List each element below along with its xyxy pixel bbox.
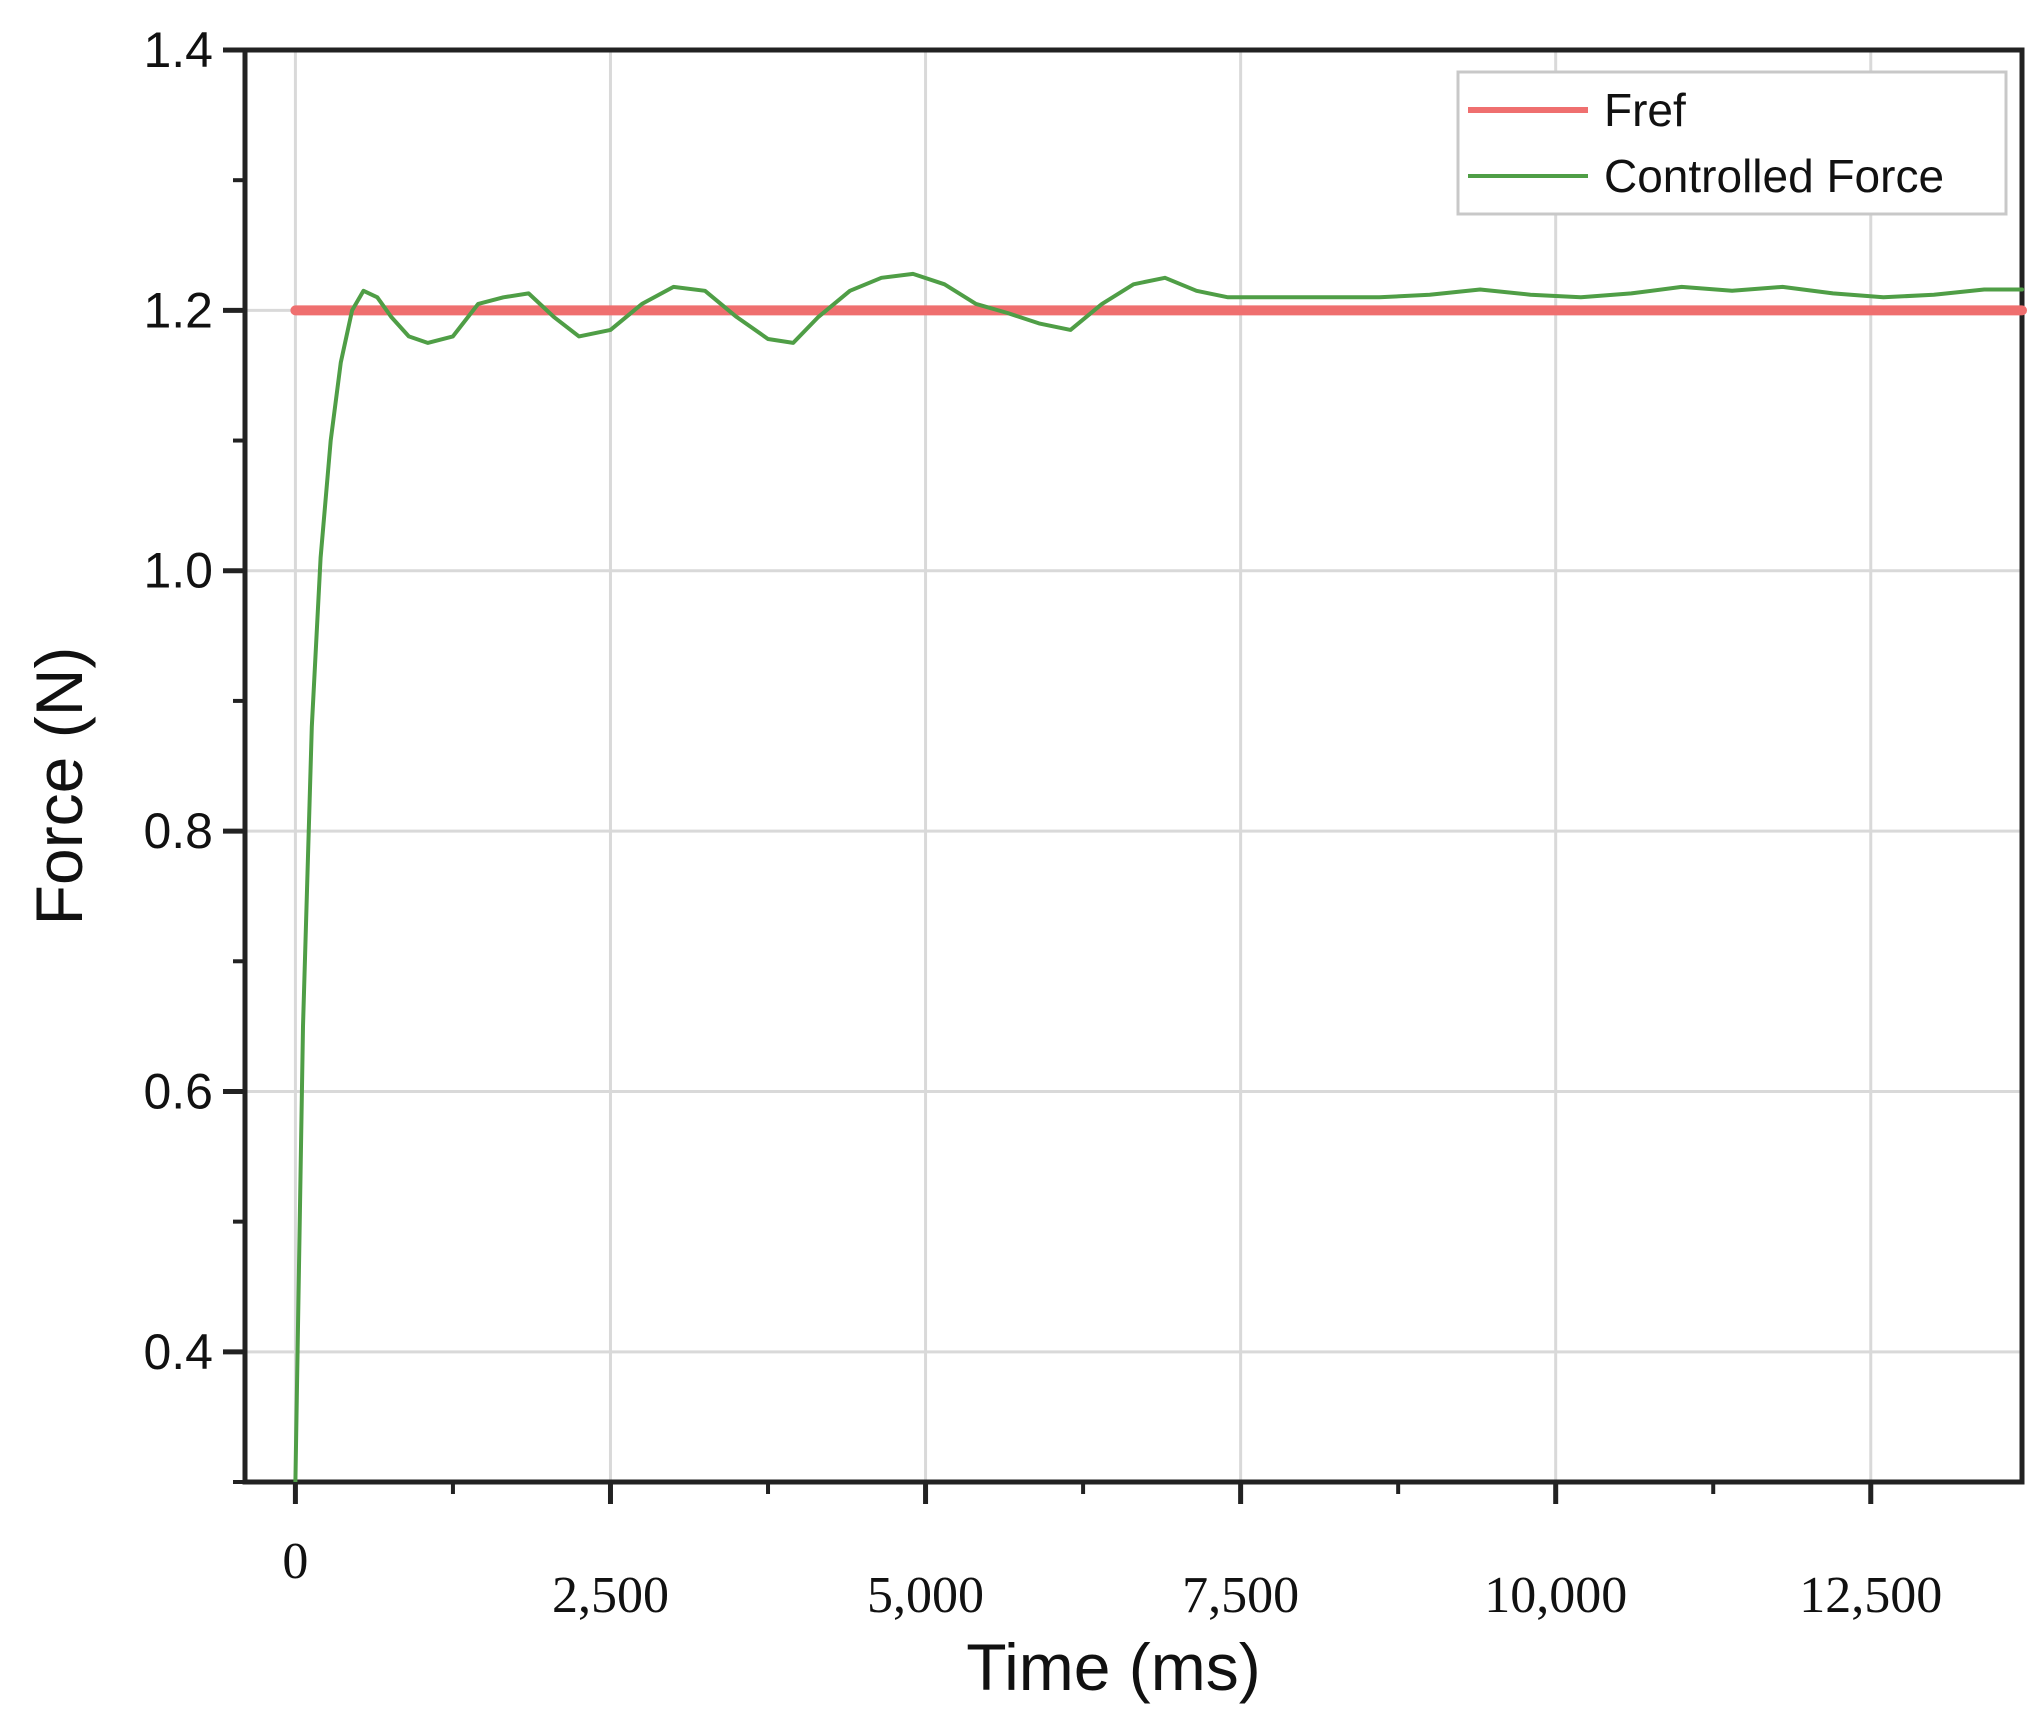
- x-tick-label: 7,500: [1182, 1567, 1299, 1624]
- x-tick-label: 0: [282, 1533, 308, 1590]
- y-axis-title: Force (N): [22, 647, 96, 926]
- legend: Fref Controlled Force: [1456, 70, 2008, 216]
- legend-box: [1456, 70, 2008, 216]
- plot-area: [242, 47, 2025, 1485]
- x-tick-label: 2,500: [552, 1567, 669, 1624]
- y-tick-label: 0.6: [143, 1063, 213, 1119]
- y-tick-label: 1.2: [143, 282, 213, 338]
- y-tick-label: 1.4: [143, 22, 213, 78]
- axes: [223, 47, 1874, 1504]
- y-tick-label: 1.0: [143, 543, 213, 599]
- x-tick-label: 12,500: [1799, 1567, 1942, 1624]
- y-tick-label: 0.4: [143, 1324, 213, 1380]
- y-tick-label: 0.8: [143, 803, 213, 859]
- legend-label-controlled-force: Controlled Force: [1604, 150, 1944, 202]
- controlled-force-line: [293, 271, 2024, 1484]
- x-tick-label: 10,000: [1484, 1567, 1627, 1624]
- series-layer: [290, 271, 2027, 1484]
- tick-labels: 0.4 0.6 0.8 1.0 1.2 1.4 0 2,500 5,000 7,500 10,000…: [143, 22, 1942, 1624]
- legend-label-fref: Fref: [1604, 84, 1686, 136]
- x-tick-label: 5,000: [867, 1567, 984, 1624]
- x-axis-title: Time (ms): [966, 1630, 1261, 1704]
